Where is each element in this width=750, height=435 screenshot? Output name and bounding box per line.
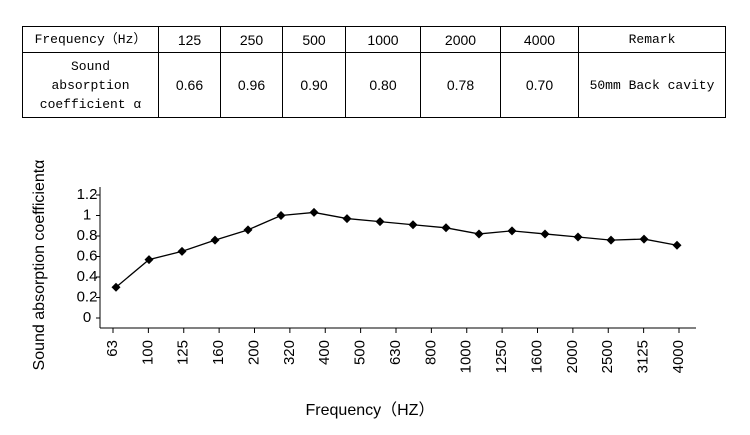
y-axis-title: Sound absorption coefficientα [31, 160, 48, 371]
x-tick-label: 1600 [528, 340, 545, 373]
x-tick-label: 400 [316, 340, 333, 365]
table-row: Sound absorption coefficient α 0.66 0.96 0.… [22, 52, 726, 118]
data-point [342, 214, 352, 224]
data-point [177, 246, 187, 256]
table-cell: 50mm Back cavity [578, 52, 726, 118]
data-point [441, 223, 451, 233]
table-row: Frequency（Hz） 125 250 500 1000 2000 4000 Remark [22, 26, 726, 53]
y-tick-label: 1 [83, 206, 91, 223]
y-tick-label: 1.2 [77, 186, 98, 203]
x-tick-label: 4000 [670, 340, 687, 373]
y-tick-label: 0.4 [77, 268, 98, 285]
data-point [243, 225, 253, 235]
table-cell: 500 [282, 26, 346, 53]
data-table: Frequency（Hz） 125 250 500 1000 2000 4000 Remark… [22, 26, 726, 118]
data-point [573, 232, 583, 242]
data-point [672, 240, 682, 250]
x-tick-label: 500 [352, 340, 369, 365]
table-cell: 0.80 [345, 52, 421, 118]
data-point [507, 226, 517, 236]
data-point [606, 235, 616, 245]
y-tick-label: 0.2 [77, 288, 98, 305]
x-tick-label: 63 [104, 340, 121, 357]
data-line [115, 211, 678, 288]
data-point [540, 229, 550, 239]
x-axis-title: Frequency（HZ） [306, 401, 435, 419]
data-point [111, 282, 121, 292]
x-tick-label: 200 [245, 340, 262, 365]
data-point [474, 229, 484, 239]
data-point [276, 211, 286, 220]
data-point [375, 217, 385, 227]
data-point [309, 207, 319, 217]
x-tick-label: 2000 [564, 340, 581, 373]
data-point [639, 234, 649, 244]
table-cell: Sound absorption coefficient α [22, 52, 159, 118]
x-tick-label: 125 [175, 340, 192, 365]
table-cell: 0.78 [420, 52, 501, 118]
x-tick-label: 320 [281, 340, 298, 365]
y-tick-label: 0.6 [77, 247, 98, 264]
data-point [144, 255, 154, 265]
x-tick-label: 800 [422, 340, 439, 365]
y-tick-label: 0 [83, 309, 91, 326]
y-tick-label: 0.8 [77, 227, 98, 244]
table-cell: 125 [158, 26, 221, 53]
table-cell: Remark [578, 26, 726, 53]
table-cell: 0.70 [500, 52, 579, 118]
x-tick-label: 3125 [635, 340, 652, 373]
data-point [408, 220, 418, 230]
x-tick-label: 160 [210, 340, 227, 365]
x-tick-label: 1000 [458, 340, 475, 373]
table-cell: 4000 [500, 26, 579, 53]
x-tick-label: 100 [139, 340, 156, 365]
table-cell: Frequency（Hz） [22, 26, 159, 53]
table-cell: 0.66 [158, 52, 221, 118]
x-tick-label: 1250 [493, 340, 510, 373]
x-tick-label: 630 [387, 340, 404, 365]
x-tick-label: 2500 [599, 340, 616, 373]
data-point [210, 235, 220, 245]
